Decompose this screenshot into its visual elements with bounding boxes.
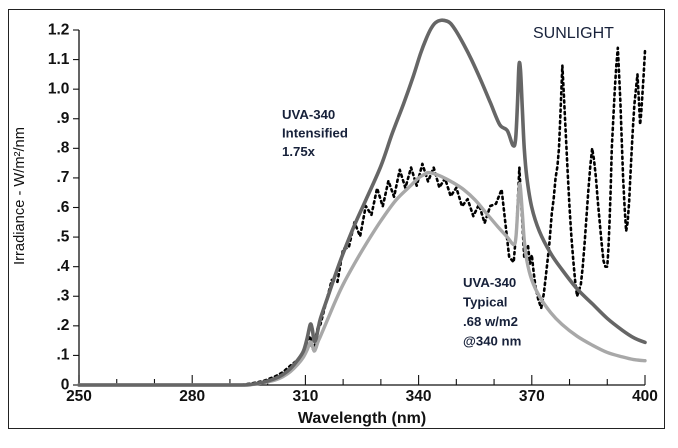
svg-text:310: 310 (292, 388, 318, 405)
svg-text:370: 370 (519, 388, 545, 405)
svg-text:.9: .9 (56, 110, 69, 127)
svg-text:250: 250 (66, 388, 92, 405)
svg-text:280: 280 (179, 388, 205, 405)
svg-text:.8: .8 (56, 140, 69, 157)
svg-text:UVA-340: UVA-340 (282, 107, 335, 122)
svg-text:.5: .5 (56, 228, 69, 245)
svg-text:Typical: Typical (463, 295, 507, 310)
svg-text:Irradiance - W/m²/nm: Irradiance - W/m²/nm (12, 127, 28, 265)
svg-text:.68 w/m2: .68 w/m2 (463, 314, 518, 329)
svg-text:400: 400 (632, 388, 658, 405)
svg-text:Intensified: Intensified (282, 126, 348, 141)
svg-text:1.75x: 1.75x (282, 144, 316, 159)
svg-text:@340 nm: @340 nm (463, 334, 521, 349)
svg-text:UVA-340: UVA-340 (463, 275, 516, 290)
svg-text:.4: .4 (56, 258, 69, 275)
svg-text:1.2: 1.2 (48, 21, 70, 38)
svg-text:.3: .3 (56, 288, 69, 305)
svg-text:.1: .1 (56, 347, 69, 364)
svg-text:.7: .7 (56, 169, 69, 186)
svg-text:.6: .6 (56, 199, 69, 216)
svg-text:1.0: 1.0 (48, 80, 70, 97)
svg-text:Wavelength (nm): Wavelength (nm) (298, 410, 426, 427)
svg-text:SUNLIGHT: SUNLIGHT (533, 25, 614, 42)
svg-text:340: 340 (406, 388, 432, 405)
svg-text:.2: .2 (56, 317, 69, 334)
svg-text:1.1: 1.1 (48, 51, 70, 68)
